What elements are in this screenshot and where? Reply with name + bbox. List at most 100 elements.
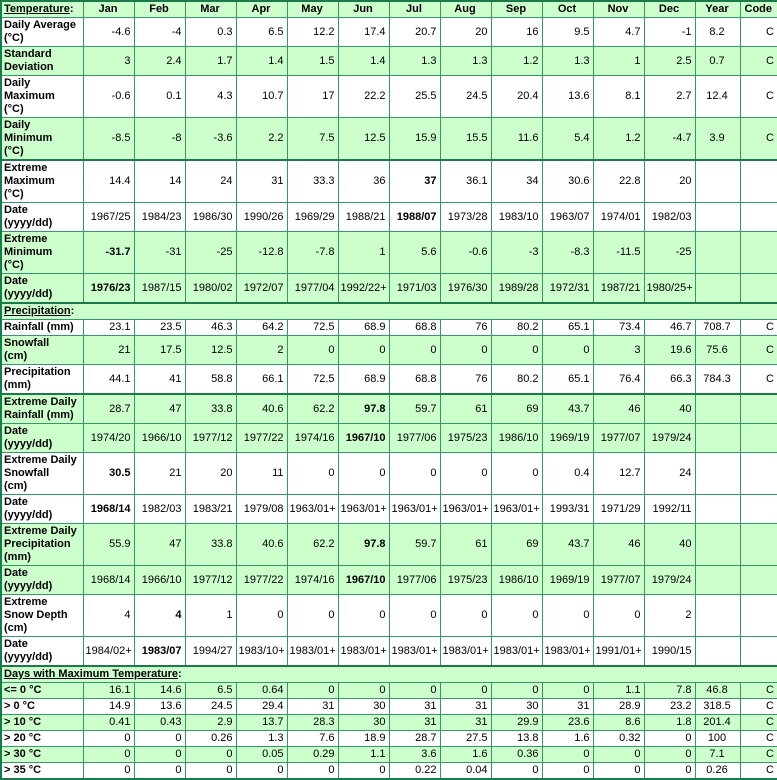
data-cell: 21 <box>82 335 135 365</box>
data-cell: 30 <box>490 698 543 715</box>
data-cell: 1975/23 <box>439 423 492 453</box>
data-cell: 0 <box>643 730 696 747</box>
code-cell: C <box>739 46 777 76</box>
code-cell: C <box>739 335 777 365</box>
year-cell <box>694 636 741 667</box>
data-cell: 20.7 <box>388 17 441 47</box>
row-label: Date (yyyy/dd) <box>0 423 84 453</box>
data-cell: 0.26 <box>184 730 237 747</box>
data-cell: 1977/22 <box>235 565 288 595</box>
code-cell: C <box>739 698 777 715</box>
data-cell: 23.2 <box>643 698 696 715</box>
data-cell: 0 <box>490 335 543 365</box>
code-cell <box>739 273 777 304</box>
row-days-gt-0c: > 0 °C 14.9 13.6 24.5 29.4 31 30 31 31 30 31 28.9 23… <box>0 698 777 715</box>
data-cell: 1983/01+ <box>286 636 339 667</box>
row-label: Extreme Daily Precipitation (mm) <box>0 523 84 566</box>
data-cell: 1974/16 <box>286 423 339 453</box>
data-cell: 29.9 <box>490 714 543 731</box>
data-cell: 31 <box>286 698 339 715</box>
data-cell: 3 <box>592 335 645 365</box>
data-cell: 0 <box>82 730 135 747</box>
data-cell: 24 <box>643 452 696 495</box>
row-label: Daily Maximum (°C) <box>0 75 84 118</box>
data-cell: 21 <box>133 452 186 495</box>
data-cell: 12.2 <box>286 17 339 47</box>
data-cell: 1963/01+ <box>286 494 339 524</box>
data-cell: 2 <box>643 594 696 637</box>
row-extreme-daily-precipitation-date: Date (yyyy/dd) 1968/14 1966/10 1977/12 1977/… <box>0 565 777 595</box>
data-cell: 14.4 <box>82 159 135 203</box>
year-cell: 0.26 <box>694 762 741 780</box>
year-cell: 75.6 <box>694 335 741 365</box>
data-cell: 0 <box>184 762 237 780</box>
code-cell: C <box>739 117 777 161</box>
data-cell: 43.7 <box>541 523 594 566</box>
data-cell: 68.9 <box>337 319 390 336</box>
data-cell: 0 <box>643 746 696 763</box>
data-cell: 1.5 <box>286 46 339 76</box>
row-daily-maximum: Daily Maximum (°C) -0.6 0.1 4.3 10.7 17 22.2 25… <box>0 75 777 118</box>
data-cell: 31 <box>388 714 441 731</box>
data-cell: 0.3 <box>184 17 237 47</box>
data-cell: 1977/07 <box>592 565 645 595</box>
code-cell: C <box>739 17 777 47</box>
data-cell: 14.6 <box>133 682 186 699</box>
row-label: Standard Deviation <box>0 46 84 76</box>
data-cell: 33.8 <box>184 523 237 566</box>
data-cell: 1971/29 <box>592 494 645 524</box>
data-cell: 1976/23 <box>82 273 135 304</box>
data-cell: 0 <box>490 762 543 780</box>
data-cell: 1963/01+ <box>490 494 543 524</box>
row-days-gt-20c: > 20 °C 0 0 0.26 1.3 7.6 18.9 28.7 27.5 13.8 1.6 0.… <box>0 730 777 747</box>
data-cell: 31 <box>388 698 441 715</box>
data-cell: 2.5 <box>643 46 696 76</box>
row-label: > 35 °C <box>0 762 84 780</box>
data-cell: 1966/10 <box>133 423 186 453</box>
data-cell: 80.2 <box>490 319 543 336</box>
column-header-nov: Nov <box>592 0 645 18</box>
data-cell: 0 <box>592 594 645 637</box>
data-cell: 29.4 <box>235 698 288 715</box>
data-cell: 20 <box>184 452 237 495</box>
row-extreme-minimum: Extreme Minimum (°C) -31.7 -31 -25 -12.8 -7.8… <box>0 231 777 274</box>
column-header-jan: Jan <box>82 0 135 18</box>
data-cell: 5.4 <box>541 117 594 161</box>
data-cell: 13.8 <box>490 730 543 747</box>
data-cell: 1988/07 <box>388 202 441 232</box>
column-header-may: May <box>286 0 339 18</box>
code-cell <box>739 231 777 274</box>
data-cell: 0 <box>133 730 186 747</box>
year-cell: 8.2 <box>694 17 741 47</box>
data-cell: 27.5 <box>439 730 492 747</box>
section-title-text: Precipitation <box>4 305 71 317</box>
data-cell: 46.3 <box>184 319 237 336</box>
column-header-jun: Jun <box>337 0 390 18</box>
row-label: Rainfall (mm) <box>0 319 84 336</box>
column-header-jul: Jul <box>388 0 441 18</box>
data-cell: 1983/01+ <box>490 636 543 667</box>
data-cell: 14.9 <box>82 698 135 715</box>
data-cell: 1974/20 <box>82 423 135 453</box>
data-cell: 72.5 <box>286 364 339 395</box>
year-cell: 7.1 <box>694 746 741 763</box>
data-cell: 41 <box>133 364 186 395</box>
data-cell: 6.5 <box>235 17 288 47</box>
data-cell: 13.6 <box>133 698 186 715</box>
data-cell: 17 <box>286 75 339 118</box>
column-header-code: Code <box>739 0 777 18</box>
data-cell: 1979/08 <box>235 494 288 524</box>
code-cell <box>739 636 777 667</box>
data-cell: 0.1 <box>133 75 186 118</box>
data-cell: -12.8 <box>235 231 288 274</box>
year-cell <box>694 452 741 495</box>
data-cell: 15.9 <box>388 117 441 161</box>
data-cell: 1983/21 <box>184 494 237 524</box>
data-cell: 1969/29 <box>286 202 339 232</box>
data-cell: 0 <box>286 335 339 365</box>
data-cell: 0 <box>388 452 441 495</box>
data-cell: 1992/11 <box>643 494 696 524</box>
data-cell: 1977/06 <box>388 565 441 595</box>
